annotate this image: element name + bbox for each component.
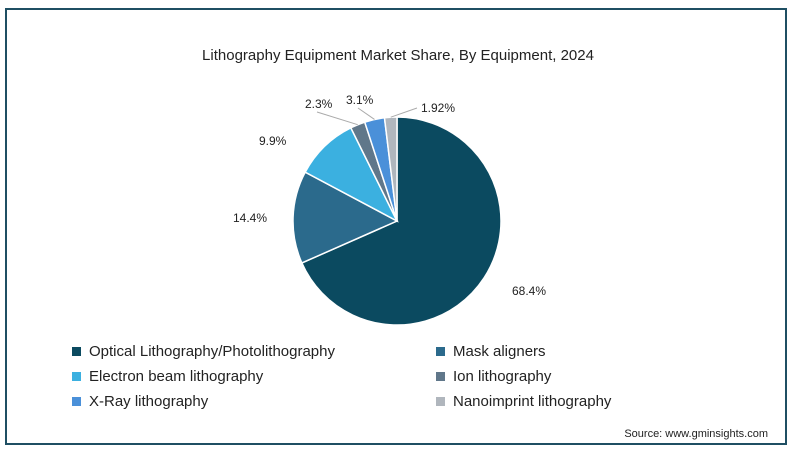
legend-label: Mask aligners — [453, 342, 546, 360]
slice-label: 14.4% — [233, 211, 267, 225]
legend-item: Optical Lithography/Photolithography — [72, 341, 335, 361]
pie-slice — [292, 171, 399, 264]
leader-line — [316, 111, 358, 126]
legend-label: Electron beam lithography — [89, 367, 264, 385]
legend-label: Optical Lithography/Photolithography — [89, 342, 335, 360]
legend-swatch — [436, 396, 445, 406]
legend-item: Ion lithography — [436, 366, 551, 386]
leader-line — [357, 107, 375, 120]
pie-slice — [300, 116, 502, 326]
slice-label: 1.92% — [421, 101, 455, 115]
legend-swatch — [72, 346, 81, 356]
slice-label: 9.9% — [259, 134, 287, 148]
leader-line — [390, 107, 418, 118]
legend-item: Mask aligners — [436, 341, 546, 361]
legend-label: Ion lithography — [453, 367, 552, 385]
slice-label: 68.4% — [512, 284, 546, 298]
legend-item: Electron beam lithography — [72, 366, 263, 386]
legend-item: Nanoimprint lithography — [436, 391, 611, 411]
legend-label: X-Ray lithography — [89, 392, 209, 410]
slice-label: 2.3% — [305, 97, 333, 111]
legend-swatch — [72, 371, 81, 381]
legend-swatch — [436, 346, 445, 356]
source-note: Source: www.gminsights.com — [624, 428, 768, 440]
legend-item: X-Ray lithography — [72, 391, 208, 411]
legend-swatch — [72, 396, 81, 406]
legend-swatch — [436, 371, 445, 381]
slice-label: 3.1% — [346, 93, 374, 107]
chart-title: Lithography Equipment Market Share, By E… — [202, 47, 594, 64]
legend-label: Nanoimprint lithography — [453, 392, 612, 410]
